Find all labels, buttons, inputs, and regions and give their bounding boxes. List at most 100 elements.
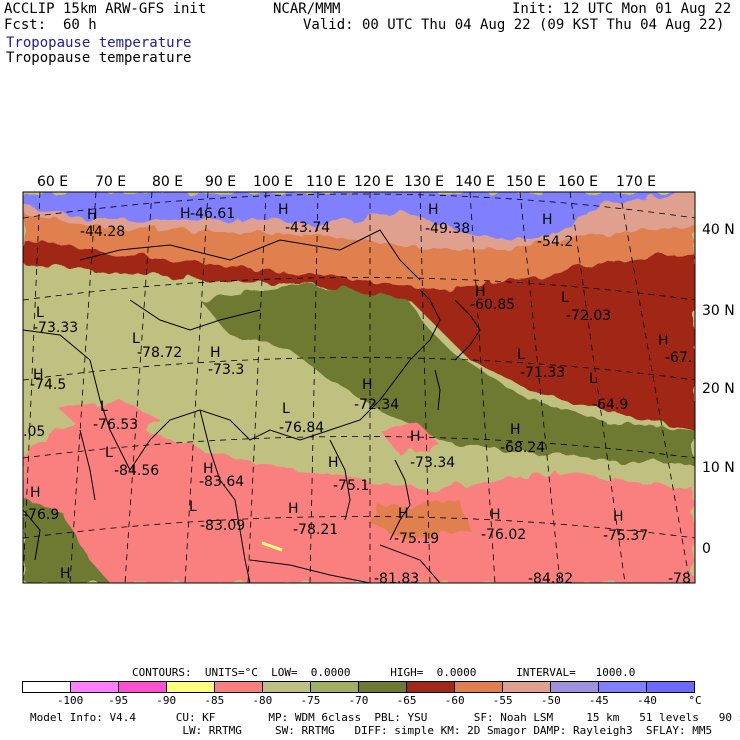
longitude-label: 130 E	[404, 174, 444, 190]
blob-westasia	[23, 280, 140, 380]
low-marker: L	[36, 305, 44, 321]
band-minus70	[200, 285, 695, 465]
legend-swatch	[455, 682, 503, 692]
extremum-value: -43.74	[285, 220, 330, 236]
longitude-label: 170 E	[616, 174, 656, 190]
high-marker: H	[203, 461, 214, 477]
high-marker: H	[362, 377, 373, 393]
extremum-value: -84.56	[114, 463, 159, 479]
high-marker: H	[30, 485, 41, 501]
extremum-value: -72.34	[354, 397, 399, 413]
low-marker: L	[132, 331, 140, 347]
longitude-labels: 60 E 70 E 80 E 90 E 100 E 110 E 120 E 130 E 140 …	[37, 174, 656, 190]
low-marker: L	[189, 499, 197, 515]
extremum-value: -76.84	[279, 420, 324, 436]
legend-swatch	[311, 682, 359, 692]
extremum-value: -75.37	[603, 528, 648, 544]
high-marker: H	[490, 507, 501, 523]
low-marker: L	[517, 347, 525, 363]
high-marker: H	[278, 202, 289, 218]
longitude-label: 80 E	[152, 174, 183, 190]
legend-swatch	[167, 682, 215, 692]
graticule	[23, 192, 695, 583]
legend-swatch	[23, 682, 71, 692]
extremum-value: -67.	[665, 350, 692, 366]
longitude-label: 160 E	[558, 174, 598, 190]
legend-swatch	[503, 682, 551, 692]
high-marker: H	[410, 429, 421, 445]
high-marker: H	[542, 212, 553, 228]
legend-tick-label: -100	[56, 694, 84, 707]
high-marker: H	[428, 202, 439, 218]
extremum-value: -75.19	[394, 531, 439, 547]
band-minus80	[23, 415, 695, 583]
extremum-value: -78.21	[293, 522, 338, 538]
longitude-label: 60 E	[37, 174, 68, 190]
model-info-line-1: Model Info: V4.4 CU: KF MP: WDM 6class P…	[30, 711, 740, 724]
latitude-label: 10 N	[702, 460, 735, 476]
extremum-value: -46.61	[190, 206, 235, 222]
extremum-value: -73.34	[410, 455, 455, 471]
legend-tick-label: -85	[204, 694, 225, 707]
contours-info: CONTOURS: UNITS=°C LOW= 0.0000 HIGH= 0.0…	[132, 666, 636, 679]
extremum-value: -73.33	[33, 320, 78, 336]
low-marker: L	[589, 371, 597, 387]
extremum-value: -74.5	[30, 377, 66, 393]
extremum-value: -72.03	[566, 308, 611, 324]
longitude-label: 90 E	[205, 174, 236, 190]
low-marker: L	[100, 399, 108, 415]
extremum-value: -76.02	[481, 527, 526, 543]
extremum-value: -49.38	[425, 221, 470, 237]
low-marker: L	[105, 445, 113, 461]
high-marker: H	[658, 333, 669, 349]
legend-unit: °C	[688, 694, 702, 707]
extremum-value: -83.09	[200, 518, 245, 534]
extremum-value: -75.1	[333, 478, 369, 494]
high-marker: H	[328, 455, 339, 471]
extremum-value: -76.9	[23, 507, 59, 523]
extremum-value: -83.64	[199, 474, 244, 490]
field-title-primary: Tropopause temperature	[6, 35, 192, 51]
legend-swatch	[71, 682, 119, 692]
latitude-label: 20 N	[702, 381, 735, 397]
extremum-value: -76.53	[93, 417, 138, 433]
high-marker: H	[60, 566, 71, 582]
legend-tick-label: -40	[636, 694, 657, 707]
extremum-value: -68.24	[500, 440, 545, 456]
longitude-label: 110 E	[306, 174, 346, 190]
blob-india	[60, 400, 160, 440]
blob-scs	[380, 425, 440, 455]
low-marker: L	[561, 290, 569, 306]
longitude-label: 120 E	[354, 174, 394, 190]
extremum-value: .05	[23, 424, 45, 440]
high-marker: H	[180, 206, 191, 222]
valid-time: Valid: 00 UTC Thu 04 Aug 22 (09 KST Thu …	[303, 17, 725, 33]
extremum-value: -78	[668, 571, 691, 587]
high-marker: H	[87, 207, 98, 223]
high-marker: H	[210, 345, 221, 361]
legend-swatch	[407, 682, 455, 692]
legend-tick-label: -70	[348, 694, 369, 707]
map-field	[23, 192, 695, 583]
legend-swatch	[551, 682, 599, 692]
legend-tick-label: -75	[300, 694, 321, 707]
legend-swatch	[599, 682, 647, 692]
legend-tick-label: -45	[588, 694, 609, 707]
longitude-label: 150 E	[506, 174, 546, 190]
legend-tick-label: -65	[396, 694, 417, 707]
extremum-value: -73.3	[208, 362, 244, 378]
init-time: Init: 12 UTC Mon 01 Aug 22	[512, 1, 732, 17]
legend-swatch	[119, 682, 167, 692]
extrema-markers: H-44.28H -46.61 H-43.74H-49.38H-54.2L-73.3…	[23, 202, 692, 587]
extremum-value: -54.2	[537, 234, 573, 250]
extremum-value: -64.9	[592, 397, 628, 413]
latitude-label: 0	[702, 541, 711, 557]
high-marker: H	[398, 506, 409, 522]
streak-minus85	[261, 541, 283, 552]
model-info-line-2: LW: RRTMG SW: RRTMG DIFF: simple KM: 2D …	[30, 724, 713, 737]
high-marker: H	[33, 367, 44, 383]
longitude-label: 140 E	[455, 174, 495, 190]
color-legend	[22, 681, 695, 693]
legend-tick-label: -60	[444, 694, 465, 707]
field-title-secondary: Tropopause temperature	[6, 50, 192, 66]
